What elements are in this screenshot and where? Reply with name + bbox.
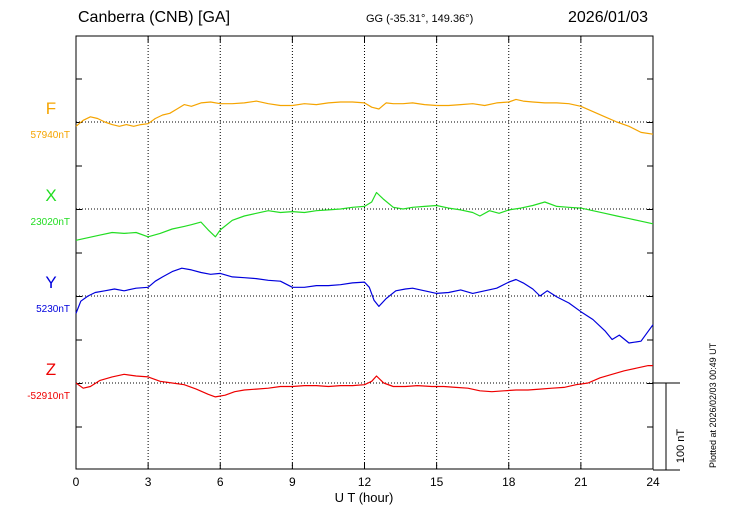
series-line-f [75,98,654,135]
scale-bar-label: 100 nT [675,429,687,464]
component-baseline-x: 23020nT [31,217,70,228]
plotted-timestamp: Plotted at 2026/02/03 00:49 UT [708,342,718,468]
x-tick-label: 12 [358,475,372,489]
station-coordinates: GG (-35.31°, 149.36°) [366,13,474,25]
component-baseline-z: -52910nT [27,391,70,402]
component-labels: F 57940nT X 23020nT Y 5230nT Z -52910nT [27,99,70,402]
x-axis-label: U T (hour) [335,490,394,505]
station-title: Canberra (CNB) [GA] [78,9,231,26]
chart-date: 2026/01/03 [568,9,649,26]
component-baseline-y: 5230nT [36,304,70,315]
x-tick-label: 15 [430,475,444,489]
component-letter-y: Y [45,273,56,292]
x-tick-label: 24 [646,475,660,489]
x-tick-label: 6 [217,475,224,489]
x-tick-label: 18 [502,475,516,489]
component-letter-f: F [46,99,56,118]
scale-bar: 100 nT [653,382,687,471]
x-tick-label: 21 [574,475,588,489]
x-tick-label: 0 [73,475,80,489]
x-tick-label: 3 [145,475,152,489]
component-baseline-f: 57940nT [31,130,70,141]
series-line-z [75,365,653,398]
series-line-x [75,191,654,241]
x-axis: 0 3 6 9 12 15 18 21 24 [73,36,660,489]
series-group [75,98,654,398]
series-line-y [75,267,654,344]
grid [76,36,653,469]
component-letter-x: X [45,186,56,205]
x-tick-label: 9 [289,475,296,489]
component-letter-z: Z [46,360,56,379]
